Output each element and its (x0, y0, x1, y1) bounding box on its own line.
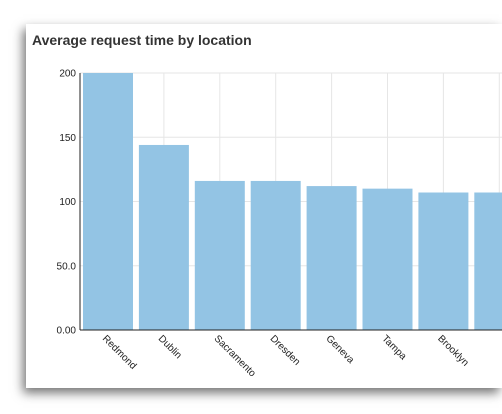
y-tick-label: 100 (59, 197, 76, 208)
chart-title: Average request time by location (32, 32, 252, 48)
x-tick-label: Geneva (323, 333, 356, 366)
bar (418, 192, 469, 330)
bar (194, 180, 245, 330)
x-tick-label: Dresden (268, 333, 303, 368)
y-tick-label: 150 (59, 133, 76, 144)
bar-chart: 0.00 50.0 100 150 200 Redmond Dublin Sacramento… (57, 69, 502, 380)
x-tick-label: Dublin (156, 333, 184, 361)
x-tick-label: Sacramento (212, 333, 258, 379)
y-tick-label: 0.00 (57, 326, 77, 337)
bar (138, 144, 189, 330)
chart-card: Average request time by location 0.00 50.… (26, 24, 502, 388)
bar (250, 180, 301, 330)
bar (362, 188, 413, 330)
x-tick-label: Brooklyn (435, 333, 470, 368)
bar (474, 192, 502, 330)
bar (83, 73, 133, 330)
x-tick-label: Redmond (100, 333, 138, 371)
x-tick-label: Tampa (379, 333, 408, 362)
y-tick-label: 200 (59, 69, 76, 80)
y-tick-label: 50.0 (57, 261, 77, 272)
bar (306, 186, 357, 330)
